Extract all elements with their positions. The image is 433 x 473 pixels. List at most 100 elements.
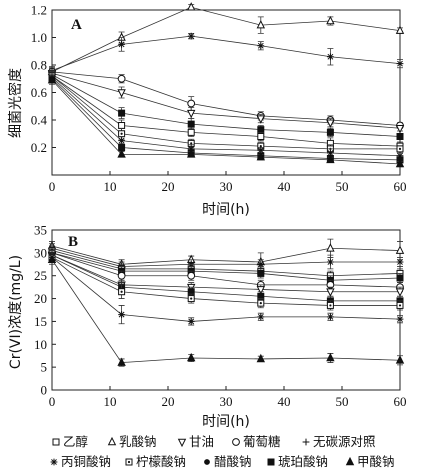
legend-item-r2-4: 甲酸钠 <box>345 454 395 469</box>
series-line-a-4 <box>51 74 401 137</box>
y-tick-label-b-2: 10 <box>34 337 47 352</box>
data-point-a-3-2 <box>186 109 196 119</box>
series-line-a-6 <box>51 75 400 150</box>
y-tick-label-b-4: 20 <box>34 291 47 306</box>
legend-item-r1-0: 乙醇 <box>52 434 88 449</box>
panel-label-b: B <box>68 234 78 250</box>
data-point-a-7-3 <box>257 146 265 154</box>
y-tick-label-b-3: 15 <box>34 314 47 329</box>
data-point-a-9-5 <box>395 158 405 168</box>
legend-marker-r2-3 <box>267 458 275 466</box>
legend-label-r2-3: 琥珀酸钠 <box>278 454 328 469</box>
data-point-a-3-3 <box>256 115 266 124</box>
data-point-b-7-5-center <box>398 304 402 307</box>
series-group-a <box>47 2 405 168</box>
legend-item-r2-1: 柠檬酸钠 <box>125 454 186 469</box>
series-line-b-6 <box>51 254 400 302</box>
data-point-b-8-2 <box>187 318 195 325</box>
data-point-a-7-2 <box>187 145 195 153</box>
data-point-b-8-5 <box>396 315 404 323</box>
panel-label-a: A <box>71 17 82 33</box>
series-b-5 <box>47 250 405 297</box>
legend-marker-r2-2 <box>204 459 210 465</box>
data-point-b-0-5 <box>395 245 405 254</box>
data-point-a-1-2 <box>187 32 195 40</box>
x-tick-label-a-3: 30 <box>220 179 233 194</box>
data-point-a-1-5 <box>396 60 404 68</box>
legend-label-r1-4: 无碳源对照 <box>313 434 376 449</box>
data-point-b-9-1 <box>117 357 126 366</box>
legend-item-r1-1: 乳酸钠 <box>107 434 157 449</box>
data-point-b-3-3 <box>257 269 265 277</box>
legend-marker-r1-1 <box>107 436 117 446</box>
y-tick-label-a-4: 1.0 <box>31 30 47 45</box>
data-point-b-5-3 <box>256 286 266 295</box>
data-point-a-6-3-center <box>259 145 262 148</box>
legend-label-r1-3: 葡萄糖 <box>243 434 281 449</box>
x-tick-label-b-0: 0 <box>49 394 56 409</box>
y-tick-label-b-1: 5 <box>41 360 48 375</box>
plot-frame-b <box>51 229 401 391</box>
data-point-a-9-4 <box>326 154 335 164</box>
chart-panel-a: A 细菌光密度 时间(h) 0 10 20 30 40 50 60 0.2 0.4 0.6 0.8 1… <box>7 2 407 218</box>
data-point-b-9-5 <box>395 355 405 364</box>
data-point-a-4-2 <box>187 120 195 128</box>
legend-marker-r1-0 <box>52 438 60 446</box>
series-a-2 <box>48 67 404 130</box>
data-point-a-2-2 <box>187 99 196 108</box>
legend-item-r2-2: 醋酸钠 <box>204 454 252 469</box>
x-tick-label-b-6: 60 <box>394 394 407 409</box>
series-line-a-8 <box>51 78 401 161</box>
y-tick-label-a-2: 0.6 <box>31 85 48 100</box>
y-tick-label-b-0: 0 <box>41 383 48 398</box>
series-a-1 <box>48 32 404 76</box>
series-line-a-5 <box>51 75 401 147</box>
y-axis-title-a: 细菌光密度 <box>7 68 24 138</box>
data-point-a-9-3 <box>256 152 266 161</box>
data-point-a-4-3 <box>257 126 265 134</box>
data-point-b-1-3 <box>257 260 265 268</box>
series-line-b-3 <box>51 252 401 281</box>
ticks-b: 0 10 20 30 40 50 60 0 5 10 15 20 25 30 35 <box>34 223 407 410</box>
data-point-a-4-5 <box>396 133 404 140</box>
series-line-a-3 <box>51 72 401 129</box>
x-tick-label-b-5: 50 <box>336 394 349 409</box>
data-point-a-1-3 <box>257 42 265 50</box>
data-point-a-4-4 <box>326 128 334 136</box>
x-tick-label-b-3: 30 <box>220 394 233 409</box>
data-point-b-8-3 <box>257 313 265 321</box>
legend-item-r1-3: 葡萄糖 <box>232 434 281 449</box>
y-tick-label-b-6: 30 <box>34 245 47 260</box>
chart-panel-b: B Cr(VI)浓度(mg/L) 时间(h) 0 10 20 30 40 50 60 0 5 10… <box>8 223 407 431</box>
series-line-a-9 <box>51 79 401 165</box>
series-line-b-1 <box>51 247 400 267</box>
data-point-b-9-3 <box>256 353 266 363</box>
data-point-a-5-1 <box>118 122 126 129</box>
legend-label-r2-4: 甲酸钠 <box>357 454 395 469</box>
series-line-b-2 <box>51 250 401 277</box>
legend-marker-r2-0 <box>50 458 58 466</box>
legend-marker-r1-3 <box>232 438 240 446</box>
data-point-b-7-3-center <box>259 302 262 305</box>
data-point-b-1-5 <box>396 258 404 266</box>
legend-item-r2-0: 丙铜酸钠 <box>50 454 111 469</box>
x-tick-label-a-1: 10 <box>104 179 117 194</box>
x-tick-label-a-6: 60 <box>394 179 407 194</box>
legend-marker-r1-2 <box>177 438 187 448</box>
y-tick-label-a-3: 0.8 <box>31 58 47 73</box>
series-b-1 <box>48 243 404 272</box>
data-point-b-1-4 <box>327 258 334 266</box>
x-axis-title-a: 时间(h) <box>202 202 250 218</box>
data-point-b-9-0 <box>47 254 57 264</box>
plot-frame-a <box>51 9 401 176</box>
data-point-a-7-4 <box>327 149 334 157</box>
data-point-b-4-2 <box>187 271 196 280</box>
data-point-a-2-1 <box>117 74 126 83</box>
data-point-a-7-5 <box>396 152 404 160</box>
data-point-b-4-1 <box>117 271 126 280</box>
data-point-a-7-1 <box>118 137 125 145</box>
data-point-a-0-2 <box>186 2 196 11</box>
data-point-a-1-1 <box>118 40 125 48</box>
data-point-a-6-5-center <box>398 147 402 150</box>
series-b-2 <box>48 245 404 281</box>
